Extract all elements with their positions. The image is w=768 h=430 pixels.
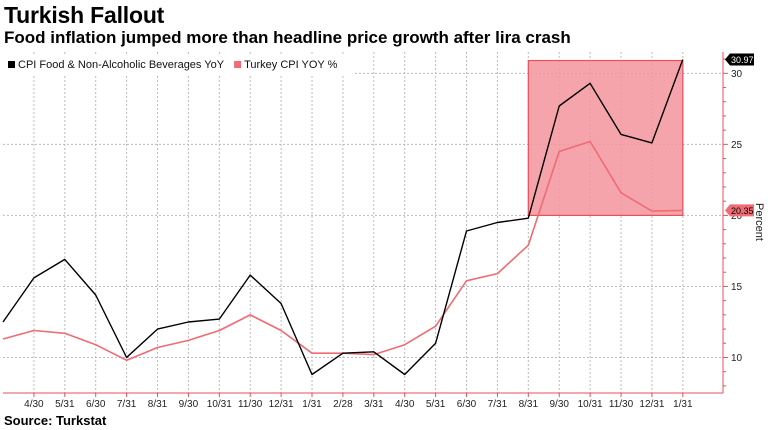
series-line-0 xyxy=(2,59,684,376)
x-tick-label-18: 10/31 xyxy=(578,399,603,410)
legend-box xyxy=(3,55,355,74)
x-tick-label-11: 3/31 xyxy=(364,399,384,410)
axes: 10152025304/305/316/307/318/319/3010/311… xyxy=(3,52,765,410)
y-tick-label-3: 25 xyxy=(731,140,743,151)
source-note: Source: Turkstat xyxy=(4,413,107,428)
x-tick-label-4: 8/31 xyxy=(148,399,168,410)
x-tick-label-20: 12/31 xyxy=(639,399,664,410)
last-value-tag-1 xyxy=(725,204,754,217)
legend-swatch-1 xyxy=(234,61,242,68)
legend-label-0: CPI Food & Non-Alcoholic Beverages YoY xyxy=(18,59,225,71)
y-axis-title: Percent xyxy=(753,203,765,241)
x-tick-label-14: 6/30 xyxy=(457,399,477,410)
x-tick-label-10: 2/28 xyxy=(333,399,353,410)
x-tick-label-9: 1/31 xyxy=(302,399,322,410)
x-tick-label-7: 11/30 xyxy=(238,399,263,410)
highlight-box xyxy=(527,59,684,216)
x-tick-label-16: 8/31 xyxy=(519,399,539,410)
x-tick-label-5: 9/30 xyxy=(179,399,199,410)
y-tick-label-4: 30 xyxy=(731,69,743,80)
x-tick-label-19: 11/30 xyxy=(609,399,634,410)
legend: CPI Food & Non-Alcoholic Beverages YoY Tu… xyxy=(3,55,355,74)
chart-subtitle: Food inflation jumped more than headline… xyxy=(4,28,571,47)
highlight-region xyxy=(527,59,684,216)
y-tick-label-0: 10 xyxy=(731,353,743,364)
x-tick-label-8: 12/31 xyxy=(269,399,294,410)
x-tick-label-1: 5/31 xyxy=(55,399,75,410)
y-tick-label-1: 15 xyxy=(731,282,743,293)
x-tick-label-13: 5/31 xyxy=(426,399,446,410)
last-value-tag-0 xyxy=(725,53,754,66)
legend-label-1: Turkey CPI YOY % xyxy=(244,59,338,71)
x-tick-label-17: 9/30 xyxy=(549,399,569,410)
series-lines xyxy=(2,59,684,376)
x-tick-label-0: 4/30 xyxy=(24,399,44,410)
legend-swatch-0 xyxy=(8,61,15,68)
x-tick-label-12: 4/30 xyxy=(395,399,415,410)
last-value-label-1: 20.35 xyxy=(731,206,754,216)
x-tick-label-15: 7/31 xyxy=(488,399,508,410)
chart-title: Turkish Fallout xyxy=(4,2,165,28)
x-tick-label-3: 7/31 xyxy=(117,399,137,410)
x-tick-label-21: 1/31 xyxy=(673,399,693,410)
last-value-label-0: 30.97 xyxy=(731,55,754,65)
x-tick-label-2: 6/30 xyxy=(86,399,106,410)
x-tick-label-6: 10/31 xyxy=(207,399,232,410)
